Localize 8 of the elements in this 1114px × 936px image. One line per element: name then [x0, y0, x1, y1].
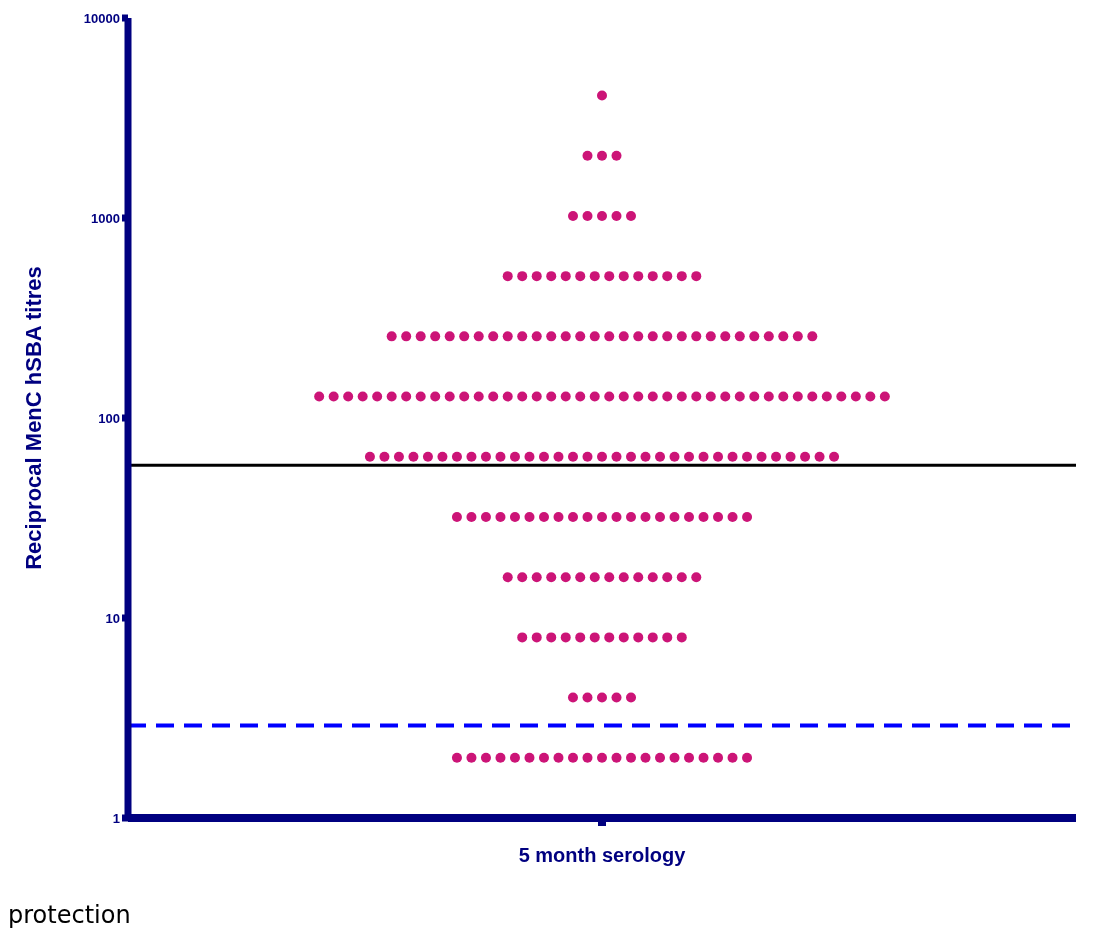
- y-tick-label: 1: [112, 810, 120, 826]
- y-tick-label: 100: [98, 410, 120, 426]
- y-tick-label: 10: [105, 610, 120, 626]
- y-axis-title: Reciprocal MenC hSBA titres: [20, 266, 46, 570]
- x-tick-label: 5 month serology: [518, 844, 687, 867]
- y-tick-label: 1000: [91, 210, 120, 226]
- y-tick-label: 10000: [83, 10, 120, 26]
- text: protection: [8, 901, 131, 929]
